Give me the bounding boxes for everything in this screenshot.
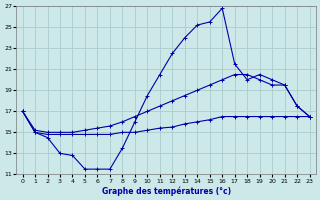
X-axis label: Graphe des températures (°c): Graphe des températures (°c) (101, 186, 231, 196)
